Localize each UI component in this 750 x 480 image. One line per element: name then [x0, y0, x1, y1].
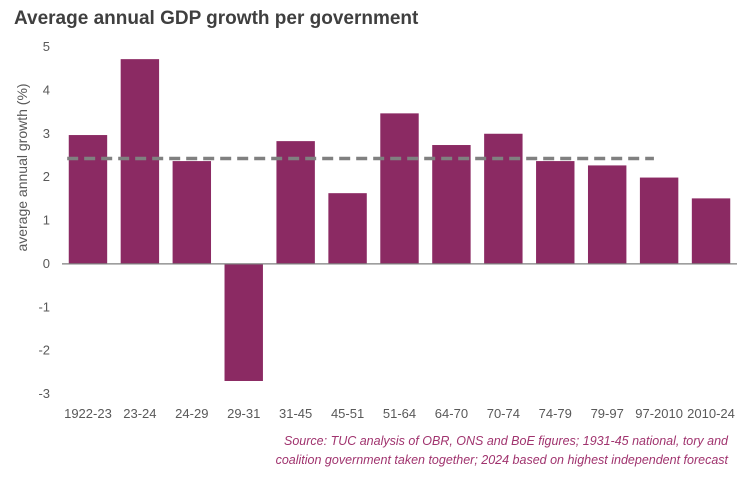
- bar-24-29: [172, 161, 212, 264]
- x-tick-label: 79-97: [591, 406, 624, 421]
- bar-64-70: [432, 145, 471, 264]
- bar-chart: 5 4 3 2 1 0 -1 -2 -3 average annual growth (%) 192…: [14, 39, 737, 421]
- bar-51-64: [380, 113, 419, 264]
- bar-70-74: [484, 133, 523, 264]
- source-line-1: Source: TUC analysis of OBR, ONS and BoE…: [284, 434, 728, 448]
- source-note: Source: TUC analysis of OBR, ONS and BoE…: [128, 432, 728, 470]
- source-line-2: coalition government taken together; 202…: [275, 453, 728, 467]
- x-tick-label: 1922-23: [64, 406, 112, 421]
- y-tick-label: 2: [43, 169, 50, 184]
- y-tick-label: -1: [38, 299, 50, 314]
- x-tick-label: 31-45: [279, 406, 312, 421]
- bar-29-31: [224, 263, 263, 381]
- x-tick-label: 70-74: [487, 406, 520, 421]
- y-tick-label: 0: [43, 256, 50, 271]
- y-tick-label: 5: [43, 39, 50, 54]
- x-tick-label: 45-51: [331, 406, 364, 421]
- x-tick-label: 64-70: [435, 406, 468, 421]
- bar-31-45: [276, 141, 315, 264]
- y-tick-label: -3: [38, 386, 50, 401]
- x-tick-label: 97-2010: [635, 406, 683, 421]
- x-tick-label: 23-24: [123, 406, 156, 421]
- bar-1922-23: [68, 135, 108, 264]
- chart-title: Average annual GDP growth per government: [14, 8, 419, 29]
- bar-79-97: [587, 165, 627, 264]
- x-tick-label: 24-29: [175, 406, 208, 421]
- y-tick-label: 3: [43, 126, 50, 141]
- bar-23-24: [120, 59, 160, 264]
- y-axis-label: average annual growth (%): [14, 83, 30, 251]
- x-tick-label: 2010-24: [687, 406, 735, 421]
- x-tick-label: 51-64: [383, 406, 416, 421]
- y-tick-label: 4: [43, 82, 50, 97]
- y-tick-label: 1: [43, 213, 50, 228]
- bar-97-2010: [639, 177, 679, 264]
- bar-2010-24: [691, 198, 731, 264]
- y-tick-label: -2: [38, 343, 50, 358]
- x-tick-label: 74-79: [539, 406, 572, 421]
- x-tick-label: 29-31: [227, 406, 260, 421]
- bar-74-79: [536, 161, 575, 264]
- bar-45-51: [328, 193, 367, 264]
